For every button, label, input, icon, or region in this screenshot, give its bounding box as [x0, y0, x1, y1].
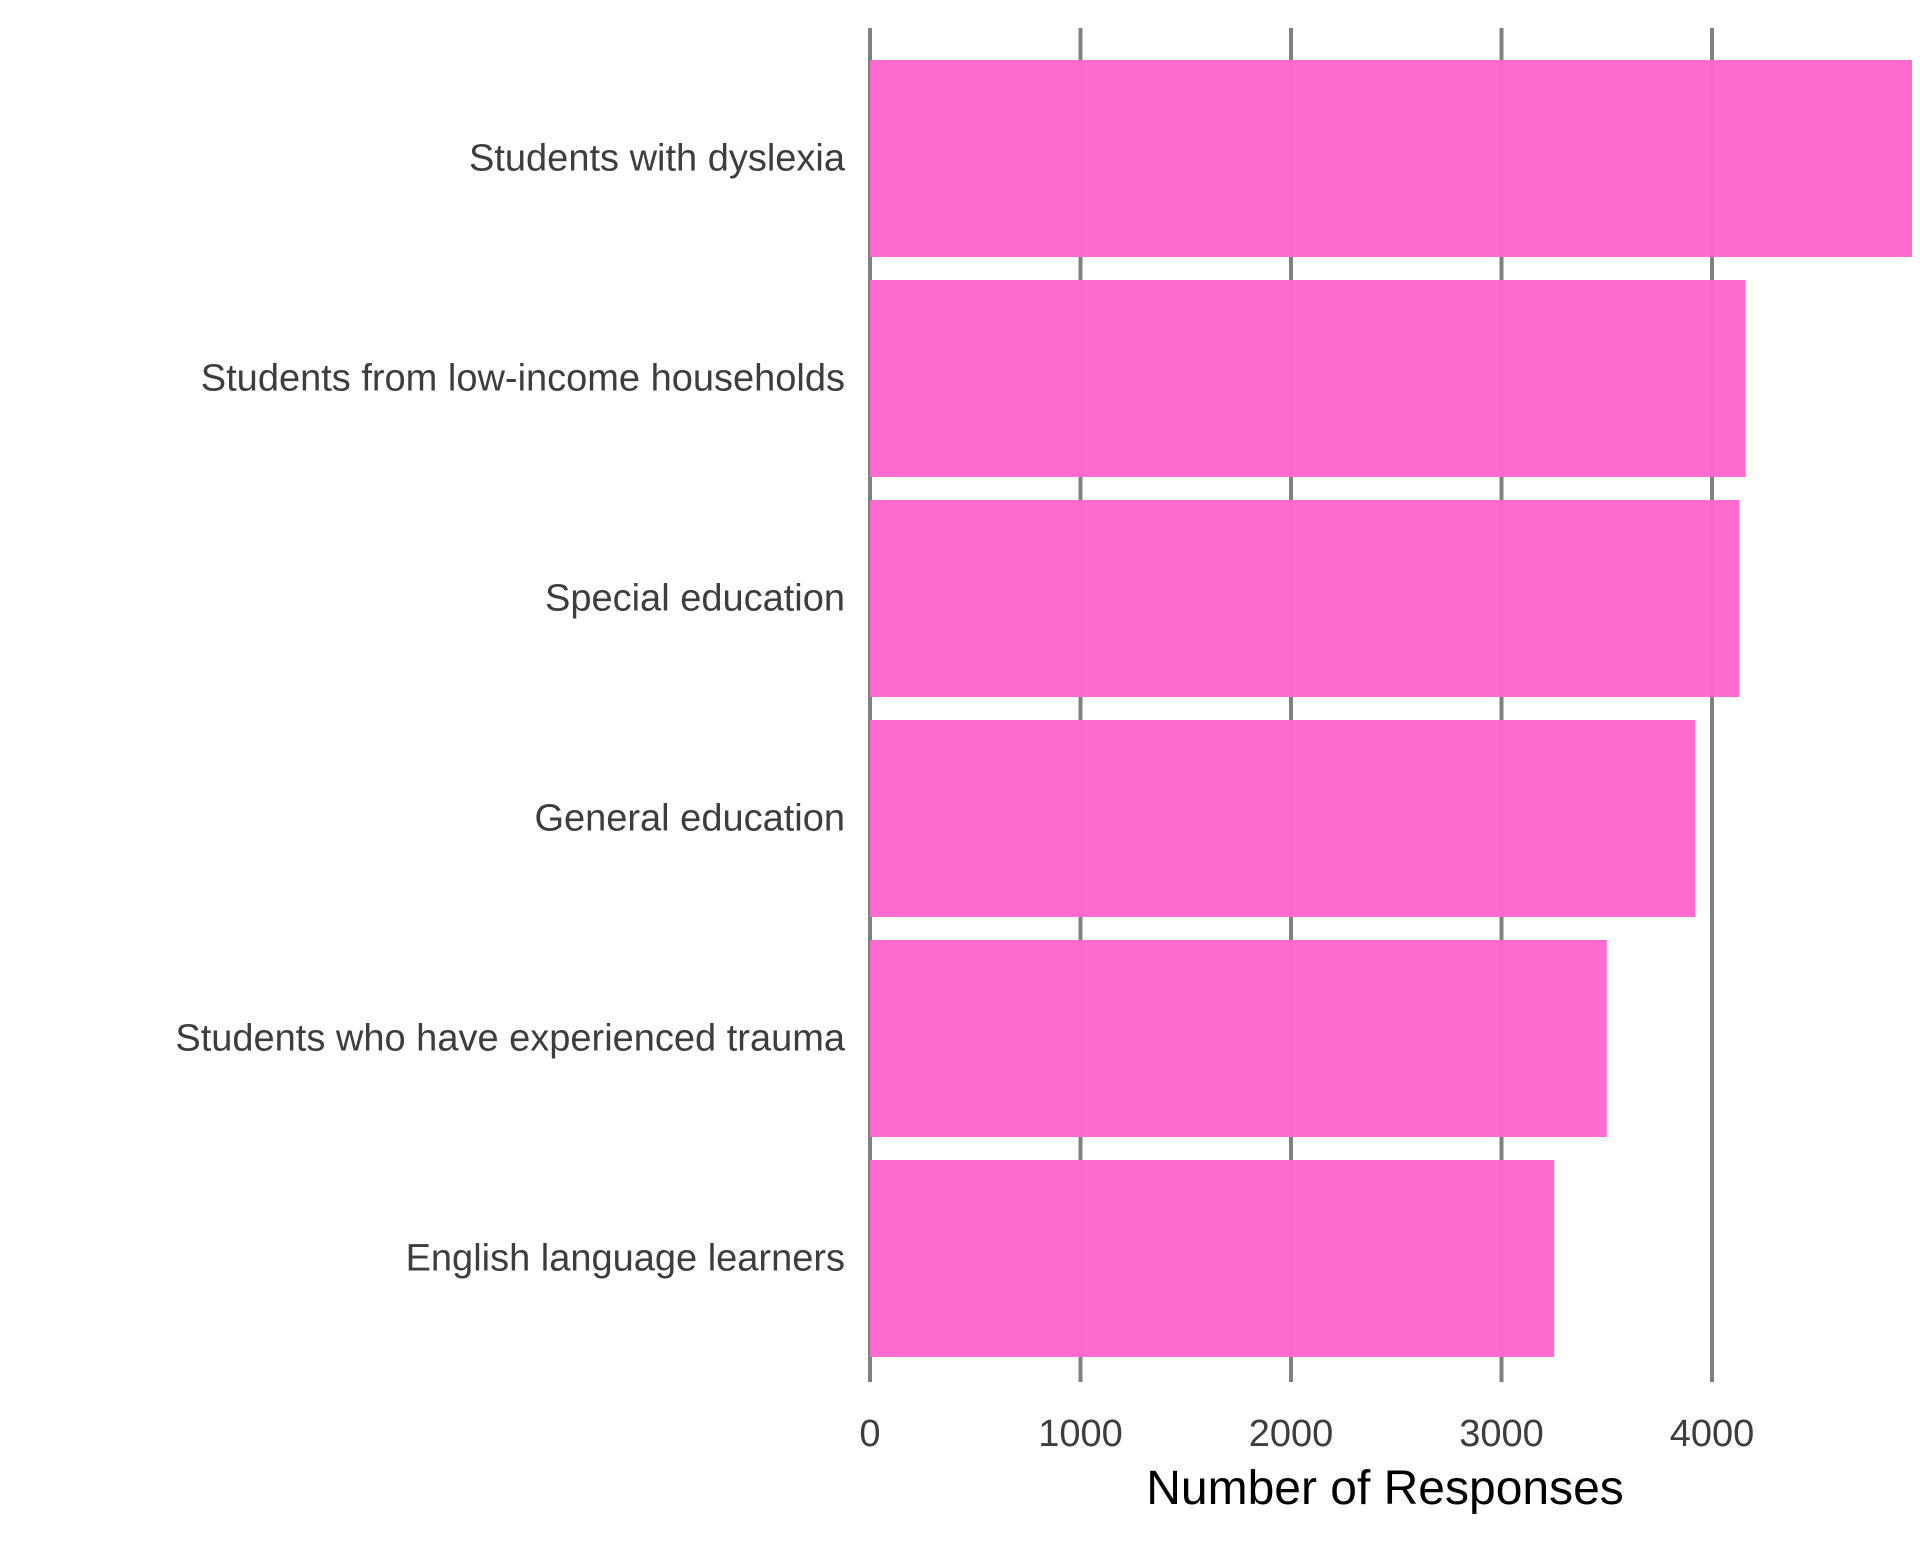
x-tick-label-0: 0: [859, 1413, 880, 1455]
bars: [870, 60, 1912, 1357]
category-label-2: Special education: [545, 578, 845, 620]
x-tick-label-4000: 4000: [1670, 1413, 1755, 1455]
x-tick-label-1000: 1000: [1038, 1413, 1123, 1455]
bar-3: [870, 720, 1696, 917]
bar-2: [870, 500, 1740, 697]
x-axis-title: Number of Responses: [1146, 1462, 1624, 1515]
bar-5: [870, 1160, 1555, 1357]
x-tick-label-2000: 2000: [1249, 1413, 1334, 1455]
bar-1: [870, 280, 1746, 477]
category-label-5: English language learners: [406, 1238, 845, 1280]
bar-4: [870, 940, 1607, 1137]
category-label-4: Students who have experienced trauma: [175, 1018, 846, 1060]
category-labels: Students with dyslexia Students from low-…: [175, 138, 846, 1280]
x-tick-labels: 0 1000 2000 3000 4000: [859, 1413, 1754, 1455]
x-tick-label-3000: 3000: [1459, 1413, 1544, 1455]
category-label-0: Students with dyslexia: [469, 138, 846, 180]
bar-0: [870, 60, 1912, 257]
category-label-3: General education: [534, 798, 845, 840]
category-label-1: Students from low-income households: [201, 358, 845, 400]
